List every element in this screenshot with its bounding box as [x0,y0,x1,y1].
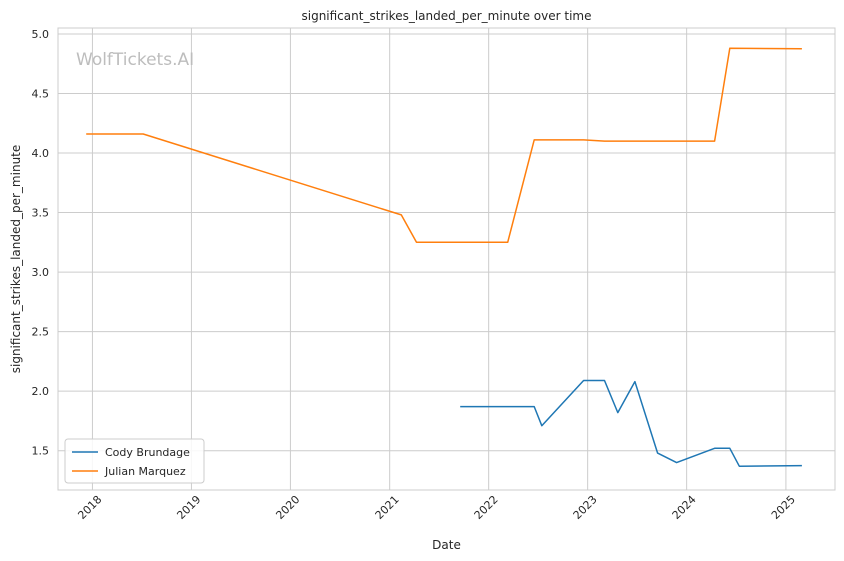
series-line-julian-marquez [86,47,802,244]
x-tick-labels: 2018 2019 2020 2021 2022 2023 2024 2025 [75,493,797,522]
x-tick-label: 2023 [571,493,600,522]
x-tick-label: 2025 [769,493,798,522]
y-tick-label: 2.0 [32,385,50,398]
x-tick-label: 2020 [273,493,302,522]
chart-title: significant_strikes_landed_per_minute ov… [301,9,591,23]
y-tick-labels: 1.5 2.0 2.5 3.0 3.5 4.0 4.5 5.0 [32,28,50,458]
y-tick-label: 3.5 [32,207,50,220]
y-gridlines [58,33,835,452]
legend-entry-julian-marquez: Julian Marquez [104,465,186,478]
y-tick-label: 2.5 [32,326,50,339]
x-tick-label: 2019 [174,493,203,522]
x-tick-label: 2021 [373,493,402,522]
x-tick-label: 2018 [75,493,104,522]
plot-area [57,27,836,491]
legend-entry-cody-brundage: Cody Brundage [105,446,190,459]
x-gridlines [91,28,787,490]
legend-box [64,438,205,484]
y-tick-label: 5.0 [32,28,50,41]
x-axis-label: Date [432,538,461,552]
y-tick-label: 4.0 [32,147,50,160]
x-tick-label: 2022 [472,493,501,522]
legend: Cody Brundage Julian Marquez [64,438,205,484]
watermark: WolfTickets.AI [76,50,194,70]
series-line-cody-brundage [460,379,802,467]
series-layer [86,47,802,467]
y-tick-label: 1.5 [32,445,50,458]
y-tick-label: 4.5 [32,87,50,100]
y-tick-label: 3.0 [32,266,50,279]
y-axis-label: significant_strikes_landed_per_minute [9,145,23,374]
x-tick-label: 2024 [670,493,699,522]
